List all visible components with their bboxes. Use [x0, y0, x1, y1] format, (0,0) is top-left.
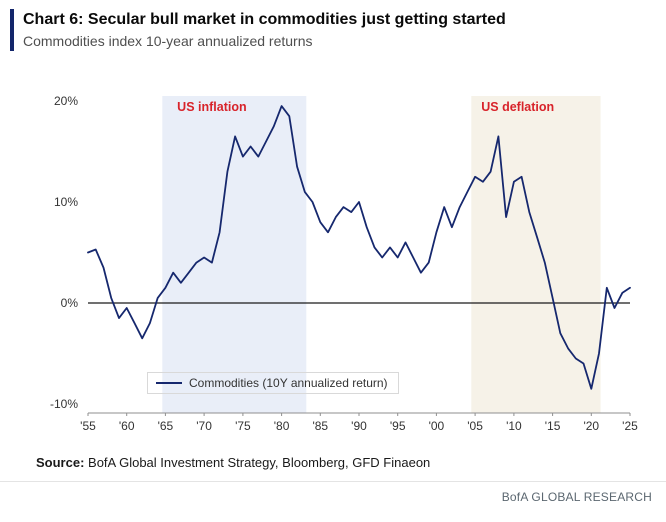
x-tick-label: '85: [312, 419, 328, 433]
chart-area: 20% 10% 0% -10% '55 '60 '65 '70 '75 '80 '85 '90 '95 '…: [0, 78, 666, 450]
region-us-inflation: [162, 96, 307, 413]
chart-subtitle: Commodities index 10-year annualized ret…: [23, 33, 313, 50]
x-tick-label: '95: [390, 419, 406, 433]
chart-legend: Commodities (10Y annualized return): [147, 372, 399, 394]
legend-line-marker: [156, 382, 182, 384]
x-tick-label: '80: [274, 419, 290, 433]
region-us-deflation: [471, 96, 601, 413]
x-tick-label: '65: [158, 419, 174, 433]
commodities-chart: 20% 10% 0% -10%'55 '60 '65 '70 '75 '80 '85 '90 '95 '…: [50, 94, 638, 433]
x-tick-label: '05: [467, 419, 483, 433]
y-tick-label: 20%: [54, 94, 78, 108]
y-tick-label: 10%: [54, 195, 78, 209]
x-tick-label: '90: [351, 419, 367, 433]
commodities-line: [87, 105, 631, 390]
y-tick-label: 0%: [61, 296, 79, 310]
source-line: Source: BofA Global Investment Strategy,…: [36, 455, 430, 470]
brand-mark: BofA GLOBAL RESEARCH: [501, 490, 652, 504]
annotation-us-inflation: US inflation: [177, 100, 246, 114]
chart-title: Chart 6: Secular bull market in commodit…: [23, 11, 506, 28]
title-accent-bar: [10, 9, 14, 51]
x-tick-label: '70: [196, 419, 212, 433]
x-tick-label: '20: [583, 419, 599, 433]
legend-label: Commodities (10Y annualized return): [189, 376, 388, 390]
annotation-us-deflation: US deflation: [481, 100, 554, 114]
x-tick-label: '25: [622, 419, 638, 433]
x-tick-label: '15: [545, 419, 561, 433]
title-block: Chart 6: Secular bull market in commodit…: [23, 9, 506, 51]
y-tick-label: -10%: [50, 397, 78, 411]
chart-header: Chart 6: Secular bull market in commodit…: [10, 9, 506, 51]
x-tick-label: '55: [80, 419, 96, 433]
x-tick-label: '60: [119, 419, 135, 433]
source-prefix: Source:: [36, 455, 85, 470]
x-tick-label: '10: [506, 419, 522, 433]
x-tick-label: '00: [429, 419, 445, 433]
footer-divider: [0, 481, 666, 482]
source-text: BofA Global Investment Strategy, Bloombe…: [84, 455, 431, 470]
x-tick-label: '75: [235, 419, 251, 433]
